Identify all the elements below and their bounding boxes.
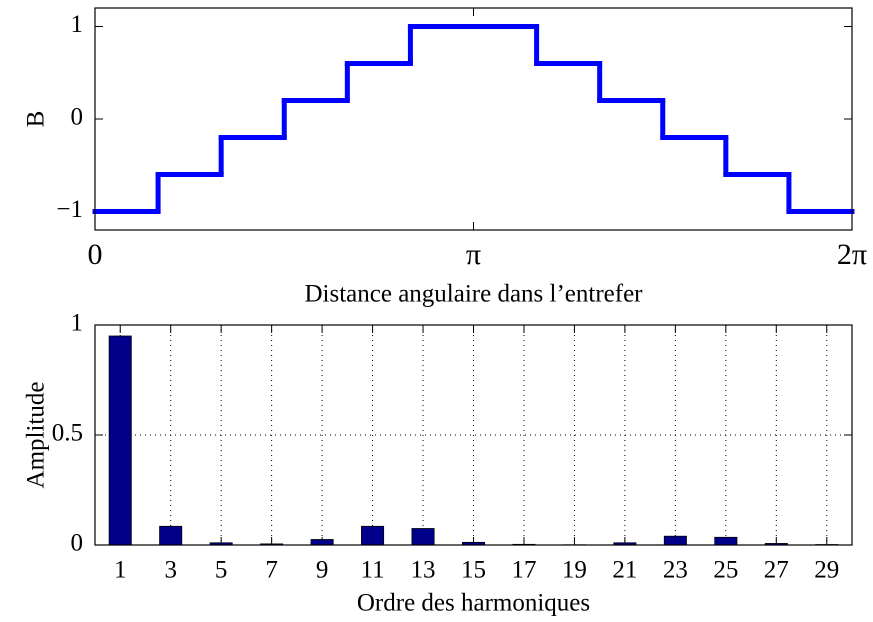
x-tick-label: 5	[215, 557, 228, 584]
x-tick-label: 17	[511, 557, 536, 584]
x-tick-label: 3	[164, 557, 177, 584]
y-axis-label: Amplitude	[23, 382, 50, 489]
plot-area	[95, 8, 852, 230]
y-axis-label: B	[23, 111, 50, 128]
x-tick-label: 25	[713, 557, 738, 584]
axes-box	[94, 324, 853, 546]
x-tick-label: 21	[612, 557, 637, 584]
bar	[714, 536, 738, 546]
x-tick-label: 13	[411, 557, 436, 584]
x-tick-label: 2π	[837, 238, 867, 271]
y-tick-label: 0.5	[52, 420, 83, 447]
y-tick-label: 0	[71, 530, 84, 557]
bar	[411, 528, 435, 546]
x-tick-label: 9	[316, 557, 329, 584]
bar	[310, 539, 334, 546]
bar	[108, 335, 132, 546]
x-axis-label: Ordre des harmoniques	[357, 590, 590, 617]
y-tick-label: 0	[71, 104, 84, 131]
x-tick-label: 19	[562, 557, 587, 584]
bar	[159, 525, 183, 546]
x-tick-label: 15	[461, 557, 486, 584]
x-tick-label: 29	[814, 557, 839, 584]
x-tick-label: π	[466, 238, 481, 271]
y-tick-label: 1	[71, 11, 84, 38]
x-tick-label: 7	[265, 557, 278, 584]
x-axis-label: Distance angulaire dans l’entrefer	[304, 281, 643, 308]
y-tick-label: −1	[56, 196, 83, 223]
x-tick-label: 1	[114, 557, 127, 584]
x-tick-label: 23	[663, 557, 688, 584]
y-tick-label: 1	[71, 310, 84, 337]
x-tick-label: 11	[361, 557, 385, 584]
x-tick-label: 27	[764, 557, 789, 584]
axes-box	[94, 7, 853, 231]
bar	[663, 535, 687, 546]
x-tick-label: 0	[88, 238, 103, 271]
bar	[361, 525, 385, 546]
